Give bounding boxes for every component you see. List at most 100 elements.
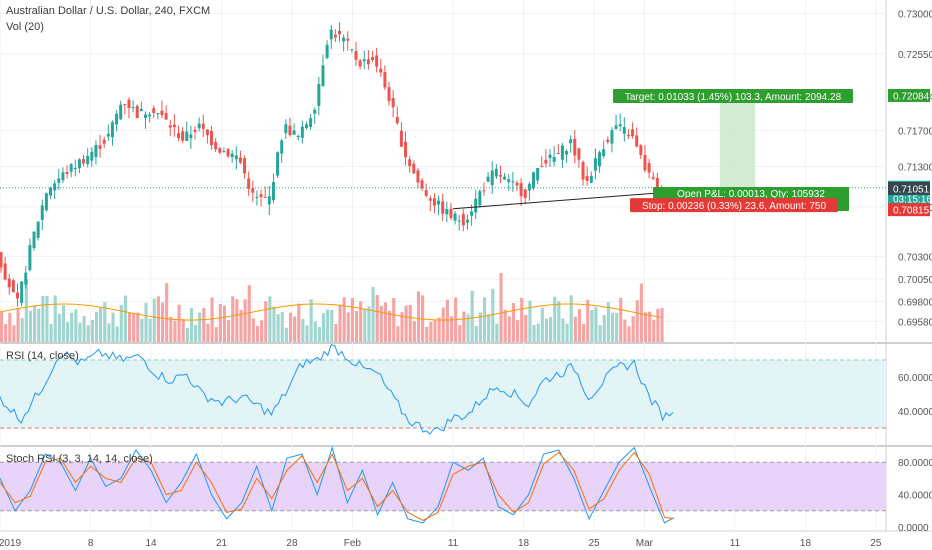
volume-bar <box>272 306 276 342</box>
volume-bar <box>210 297 214 342</box>
candle-body <box>432 198 436 206</box>
candle-body <box>296 135 300 138</box>
volume-bar <box>297 303 301 342</box>
volume-bar <box>557 301 561 342</box>
candle-body <box>69 164 73 172</box>
volume-bar <box>227 320 231 342</box>
candle-body <box>441 201 445 214</box>
candle-body <box>342 37 346 42</box>
candle-body <box>416 170 420 183</box>
volume-bar <box>577 309 582 342</box>
candle-body <box>197 123 201 129</box>
candle-body <box>606 139 610 143</box>
candle-body <box>577 148 581 160</box>
volume-bar <box>346 312 350 342</box>
volume-bar <box>470 290 474 342</box>
volume-bar <box>119 304 123 342</box>
volume-bar <box>408 304 412 342</box>
volume-bar <box>635 300 639 342</box>
volume-bar <box>561 318 565 342</box>
candle-body <box>98 145 102 149</box>
candle-body <box>635 135 639 147</box>
volume-bar <box>330 310 334 342</box>
volume-bar <box>45 296 49 342</box>
candle-body <box>569 139 573 144</box>
volume-bar <box>255 325 260 342</box>
volume-bar <box>194 324 198 342</box>
volume-bar <box>573 316 577 342</box>
candle-body <box>61 172 65 181</box>
candle-body <box>234 155 238 160</box>
entry-price-badge-box <box>888 181 930 195</box>
candle-body <box>143 114 147 119</box>
volume-bar <box>532 325 536 342</box>
candle-body <box>127 99 131 109</box>
x-tick-label: 18 <box>518 538 530 549</box>
chart-title: Australian Dollar / U.S. Dollar, 240, FX… <box>6 5 211 17</box>
candle-body <box>53 183 57 191</box>
candle-body <box>585 176 589 181</box>
volume-bar <box>247 285 251 342</box>
candle-body <box>362 59 366 62</box>
volume-bar <box>115 326 119 342</box>
volume-bar <box>569 295 573 342</box>
volume-bar <box>524 315 528 342</box>
candle-body <box>544 159 548 164</box>
target-label: Target: 0.01033 (1.45%) 103.3, Amount: 2… <box>625 92 842 103</box>
candle-body <box>358 60 362 67</box>
candle-body <box>115 113 119 125</box>
volume-bar <box>610 312 615 342</box>
volume-bar <box>536 323 540 342</box>
stop-label-box <box>630 198 838 213</box>
candle-body <box>399 130 403 147</box>
volume-bar <box>313 321 317 342</box>
volume-bar <box>90 319 94 342</box>
candle-body <box>20 281 24 304</box>
grid <box>0 0 932 532</box>
candle-body <box>86 156 90 165</box>
volume-bar <box>449 316 454 342</box>
volume-bar <box>260 320 264 342</box>
candle-body <box>292 130 296 135</box>
candle-body <box>106 133 110 137</box>
candle-body <box>280 140 284 154</box>
volume-bar <box>132 313 136 342</box>
volume-bar <box>0 311 4 342</box>
candle-body <box>465 219 469 223</box>
candle-body <box>556 153 560 155</box>
volume-bar <box>173 320 177 342</box>
volume-bar <box>284 327 288 342</box>
entry-price-badge: 0.71051 <box>893 184 930 195</box>
trade-overlays[interactable]: Target: 0.01033 (1.45%) 103.3, Amount: 2… <box>0 88 886 213</box>
candle-body <box>511 181 515 183</box>
volume-bar <box>305 325 309 342</box>
candle-body <box>284 124 288 134</box>
volume-bar <box>33 305 37 342</box>
x-tick-label: 11 <box>730 538 741 549</box>
volume-bar <box>482 297 487 342</box>
candle-body <box>593 158 597 171</box>
volume-bar <box>152 298 156 342</box>
candle-body <box>453 213 457 221</box>
candle-body <box>102 139 106 144</box>
candle-body <box>560 145 564 160</box>
candle-body <box>304 124 308 129</box>
volume-bar <box>631 316 635 342</box>
candle-body <box>24 272 28 285</box>
candle-body <box>131 107 135 109</box>
volume-bar <box>639 283 643 342</box>
candle-body <box>503 176 507 180</box>
volume-bar <box>206 323 210 342</box>
candle-body <box>515 182 519 186</box>
candle-body <box>16 292 20 299</box>
candle-body <box>428 198 432 201</box>
volume-bar <box>177 304 181 342</box>
countdown-label: 03:15:16 <box>893 195 932 206</box>
candle-body <box>218 148 222 153</box>
candle-body <box>82 159 86 164</box>
volume-bars <box>0 273 664 342</box>
volume-bar <box>148 318 152 342</box>
volume-bar <box>445 299 449 342</box>
volume-bar <box>615 312 619 342</box>
